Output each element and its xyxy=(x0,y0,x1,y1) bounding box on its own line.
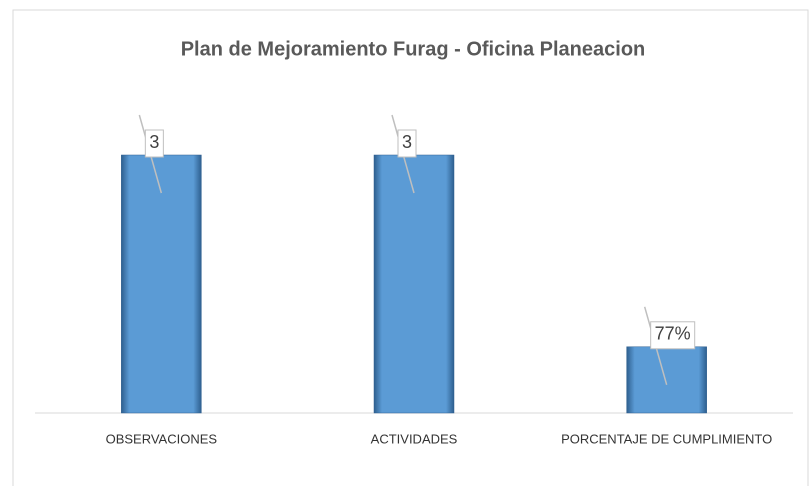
bar xyxy=(373,154,455,414)
data-label: 3 xyxy=(402,132,412,152)
data-label-box xyxy=(144,129,164,158)
bar xyxy=(121,154,202,414)
bar xyxy=(626,346,707,414)
x-tick-label: PORCENTAJE DE CUMPLIMIENTO xyxy=(561,431,772,446)
data-label: 77% xyxy=(655,324,691,344)
x-tick-label: OBSERVACIONES xyxy=(106,431,218,446)
data-label: 3 xyxy=(149,132,159,152)
data-label-box xyxy=(397,129,417,158)
x-tick-label: ACTIVIDADES xyxy=(371,431,458,446)
data-label-box xyxy=(650,321,696,350)
chart-title: Plan de Mejoramiento Furag - Oficina Pla… xyxy=(181,38,646,60)
